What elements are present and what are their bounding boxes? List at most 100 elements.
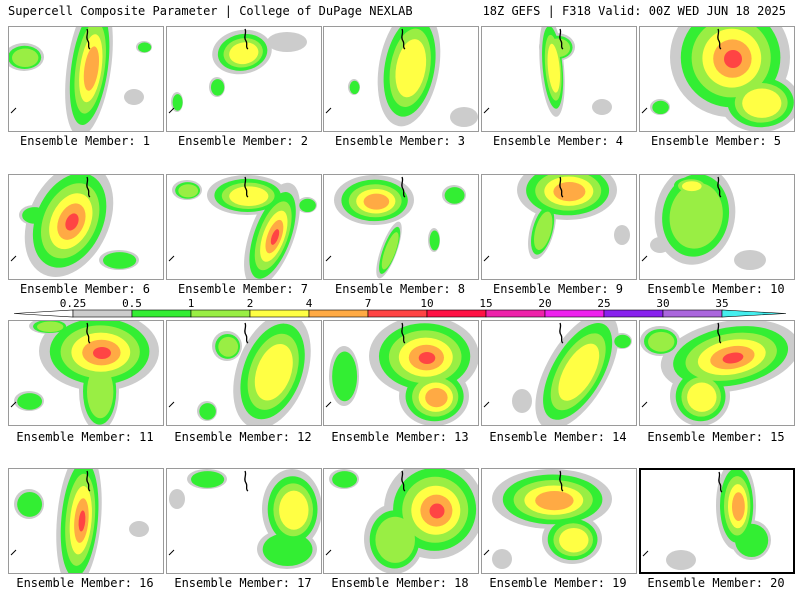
legend-tick-label: 0.25 — [60, 297, 87, 310]
coastline-outline — [401, 28, 406, 50]
scp-contour — [614, 225, 630, 245]
scp-contour — [559, 527, 589, 553]
coastline-outline — [86, 470, 91, 492]
scp-contour — [210, 79, 225, 96]
coastline-outline — [717, 28, 722, 50]
scp-field-map — [10, 175, 139, 277]
coastline-outline — [168, 107, 175, 114]
scp-field-map — [168, 175, 317, 279]
ensemble-panel-8[interactable] — [323, 174, 479, 280]
ensemble-panel-6[interactable] — [8, 174, 164, 280]
scp-contour — [262, 532, 313, 566]
ensemble-panel-4[interactable] — [481, 26, 637, 132]
ensemble-panel-12[interactable] — [166, 320, 322, 426]
scp-contour — [191, 471, 225, 488]
ensemble-panel-7[interactable] — [166, 174, 322, 280]
scp-field-map — [325, 469, 478, 573]
ensemble-panel-10[interactable] — [639, 174, 795, 280]
coastline-outline — [10, 401, 17, 408]
scp-contour — [299, 198, 316, 213]
scp-contour — [650, 237, 670, 253]
member-caption: Ensemble Member: 7 — [177, 282, 309, 296]
coastline-outline — [325, 401, 332, 408]
member-caption: Ensemble Member: 6 — [19, 282, 151, 296]
ensemble-panel-16[interactable] — [8, 468, 164, 574]
member-caption: Ensemble Member: 2 — [177, 134, 309, 148]
ensemble-panel-15[interactable] — [639, 320, 795, 426]
scp-contour — [732, 492, 745, 521]
coastline-outline — [86, 322, 91, 344]
scp-contour — [742, 88, 782, 118]
coastline-outline — [401, 470, 406, 492]
coastline-outline — [244, 470, 249, 492]
coastline-outline — [10, 549, 17, 556]
legend-swatch — [426, 309, 487, 318]
coastline-outline — [717, 176, 722, 198]
scp-contour — [429, 230, 440, 251]
scp-contour — [425, 388, 448, 408]
member-caption: Ensemble Member: 14 — [489, 430, 627, 444]
ensemble-panel-13[interactable] — [323, 320, 479, 426]
scp-contour — [535, 491, 574, 511]
legend-tick-label: 1 — [188, 297, 195, 310]
scp-contour — [218, 336, 239, 357]
member-caption: Ensemble Member: 11 — [16, 430, 154, 444]
member-caption: Ensemble Member: 9 — [492, 282, 624, 296]
scp-contour — [687, 382, 717, 412]
coastline-outline — [168, 549, 175, 556]
ensemble-panel-2[interactable] — [166, 26, 322, 132]
legend-tick-label: 15 — [479, 297, 492, 310]
scp-contour — [724, 50, 742, 68]
legend-swatch — [72, 309, 133, 318]
ensemble-panel-18[interactable] — [323, 468, 479, 574]
legend-tick-label: 4 — [306, 297, 313, 310]
coastline-outline — [244, 28, 249, 50]
member-caption: Ensemble Member: 5 — [650, 134, 782, 148]
scp-field-map — [10, 469, 149, 573]
member-caption: Ensemble Member: 8 — [334, 282, 466, 296]
ensemble-panel-14[interactable] — [481, 320, 637, 426]
scp-field-map — [641, 175, 766, 270]
coastline-outline — [10, 255, 17, 262]
scp-contour — [669, 182, 723, 249]
scp-contour — [78, 510, 86, 532]
coastline-outline — [10, 107, 17, 114]
coastline-outline — [559, 176, 564, 198]
scp-contour — [83, 46, 100, 91]
ensemble-panel-11[interactable] — [8, 320, 164, 426]
coastline-outline — [717, 322, 722, 344]
coastline-outline — [401, 176, 406, 198]
scp-contour — [418, 352, 436, 364]
coastline-outline — [168, 255, 175, 262]
scp-field-map — [168, 321, 311, 425]
ensemble-panel-3[interactable] — [323, 26, 479, 132]
scp-contour — [22, 207, 48, 224]
scp-contour — [682, 181, 702, 192]
ensemble-panel-9[interactable] — [481, 174, 637, 280]
scp-contour — [93, 347, 111, 359]
scp-field-map — [483, 27, 612, 117]
coastline-outline — [325, 549, 332, 556]
ensemble-panel-17[interactable] — [166, 468, 322, 574]
scp-contour — [553, 182, 586, 202]
scp-field-map — [640, 321, 794, 425]
ensemble-panel-1[interactable] — [8, 26, 164, 132]
member-caption: Ensemble Member: 15 — [647, 430, 785, 444]
scp-contour — [614, 334, 631, 349]
member-caption: Ensemble Member: 18 — [331, 576, 469, 590]
scp-contour — [279, 490, 309, 530]
coastline-outline — [483, 401, 490, 408]
scp-contour — [229, 42, 259, 65]
legend-swatch — [662, 309, 723, 318]
legend-lower-arrow — [13, 309, 74, 318]
coastline-outline — [718, 471, 723, 493]
scp-field-map — [642, 470, 771, 570]
ensemble-panel-19[interactable] — [481, 468, 637, 574]
scp-field-map — [483, 321, 632, 425]
ensemble-panel-5[interactable] — [639, 26, 795, 132]
scp-contour — [129, 521, 149, 537]
scp-contour — [381, 232, 399, 270]
scp-field-map — [325, 321, 478, 425]
ensemble-panel-20[interactable] — [639, 468, 795, 574]
coastline-outline — [86, 28, 91, 50]
